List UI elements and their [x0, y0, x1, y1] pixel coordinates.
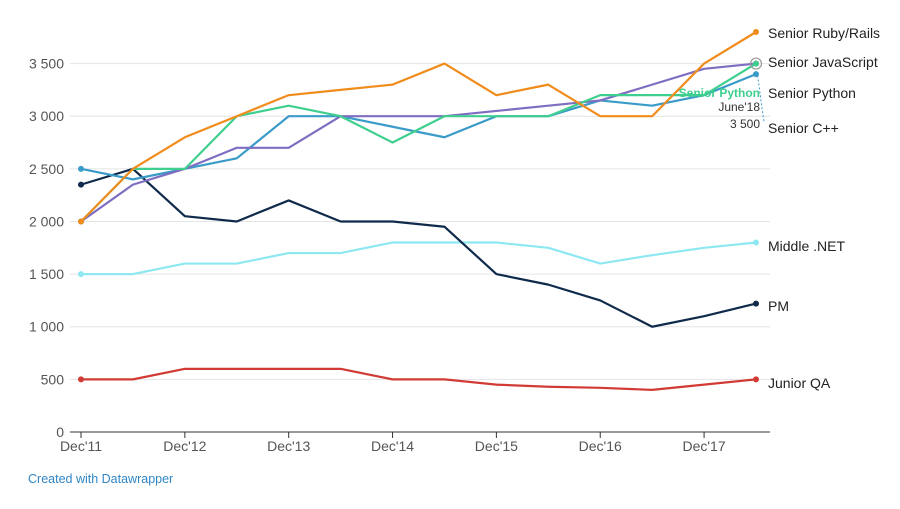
hover-ring — [749, 57, 763, 70]
series-line-senior-python[interactable] — [80, 73, 757, 181]
y-tick-label: 3 000 — [29, 108, 64, 124]
y-tick-label: 2 000 — [29, 213, 64, 229]
series-labels: Senior Ruby/Rails Senior JavaScript Senior… — [768, 25, 880, 391]
tooltip-series: Senior Python — [679, 86, 760, 100]
series-label-senior-ruby-rails: Senior Ruby/Rails — [768, 25, 880, 41]
series-label-senior-python: Senior Python — [768, 85, 856, 101]
series-line-senior-ruby-rails[interactable] — [80, 31, 757, 223]
series-label-junior-qa: Junior QA — [768, 375, 831, 391]
x-tick-label: Dec'14 — [371, 438, 414, 454]
y-tick-label: 3 500 — [29, 56, 64, 72]
gridlines — [70, 63, 770, 433]
end-point-pm[interactable] — [753, 300, 759, 307]
tooltip-connector — [756, 71, 765, 123]
series-label-pm: PM — [768, 298, 789, 314]
end-point-middle-net[interactable] — [753, 239, 759, 246]
y-axis-ticks: 0 500 1 000 1 500 2 000 2 500 3 000 3 500 — [29, 56, 64, 440]
x-tick-label: Dec'13 — [267, 438, 310, 454]
y-tick-label: 1 000 — [29, 319, 64, 335]
y-tick-label: 1 500 — [29, 266, 64, 282]
series-label-senior-c: Senior C++ — [768, 120, 839, 136]
series-lines — [78, 29, 759, 391]
x-tick-label: Dec'16 — [579, 438, 622, 454]
start-point-senior-python[interactable] — [78, 165, 84, 172]
x-tick-label: Dec'17 — [682, 438, 725, 454]
tooltip-date: June'18 — [718, 100, 760, 114]
y-tick-label: 0 — [56, 424, 64, 440]
y-tick-label: 2 500 — [29, 161, 64, 177]
series-label-senior-javascript: Senior JavaScript — [768, 54, 878, 70]
series-line-senior-javascript[interactable] — [80, 62, 757, 223]
x-tick-label: Dec'15 — [475, 438, 518, 454]
end-point-junior-qa[interactable] — [753, 376, 759, 383]
start-point-pm[interactable] — [78, 181, 84, 188]
series-label-middle-net: Middle .NET — [768, 238, 845, 254]
end-point-senior-ruby-rails[interactable] — [753, 29, 759, 35]
x-axis-ticks: Dec'11 Dec'12 Dec'13 Dec'14 Dec'15 Dec'16 Dec'… — [60, 432, 726, 454]
tooltip-value: 3 500 — [730, 117, 760, 131]
start-point-junior-qa[interactable] — [78, 376, 84, 383]
y-tick-label: 500 — [41, 371, 65, 387]
end-point-senior-c[interactable] — [753, 60, 759, 67]
x-tick-label: Dec'11 — [60, 438, 102, 454]
series-line-junior-qa[interactable] — [81, 367, 757, 391]
series-line-pm[interactable] — [80, 167, 757, 328]
start-point-middle-net[interactable] — [78, 271, 84, 278]
start-point-senior-ruby-rails[interactable] — [78, 218, 84, 225]
series-line-middle-net[interactable] — [81, 241, 757, 276]
datawrapper-credit[interactable]: Created with Datawrapper — [28, 472, 174, 486]
series-line-senior-c[interactable] — [80, 62, 757, 223]
x-tick-label: Dec'12 — [163, 438, 206, 454]
